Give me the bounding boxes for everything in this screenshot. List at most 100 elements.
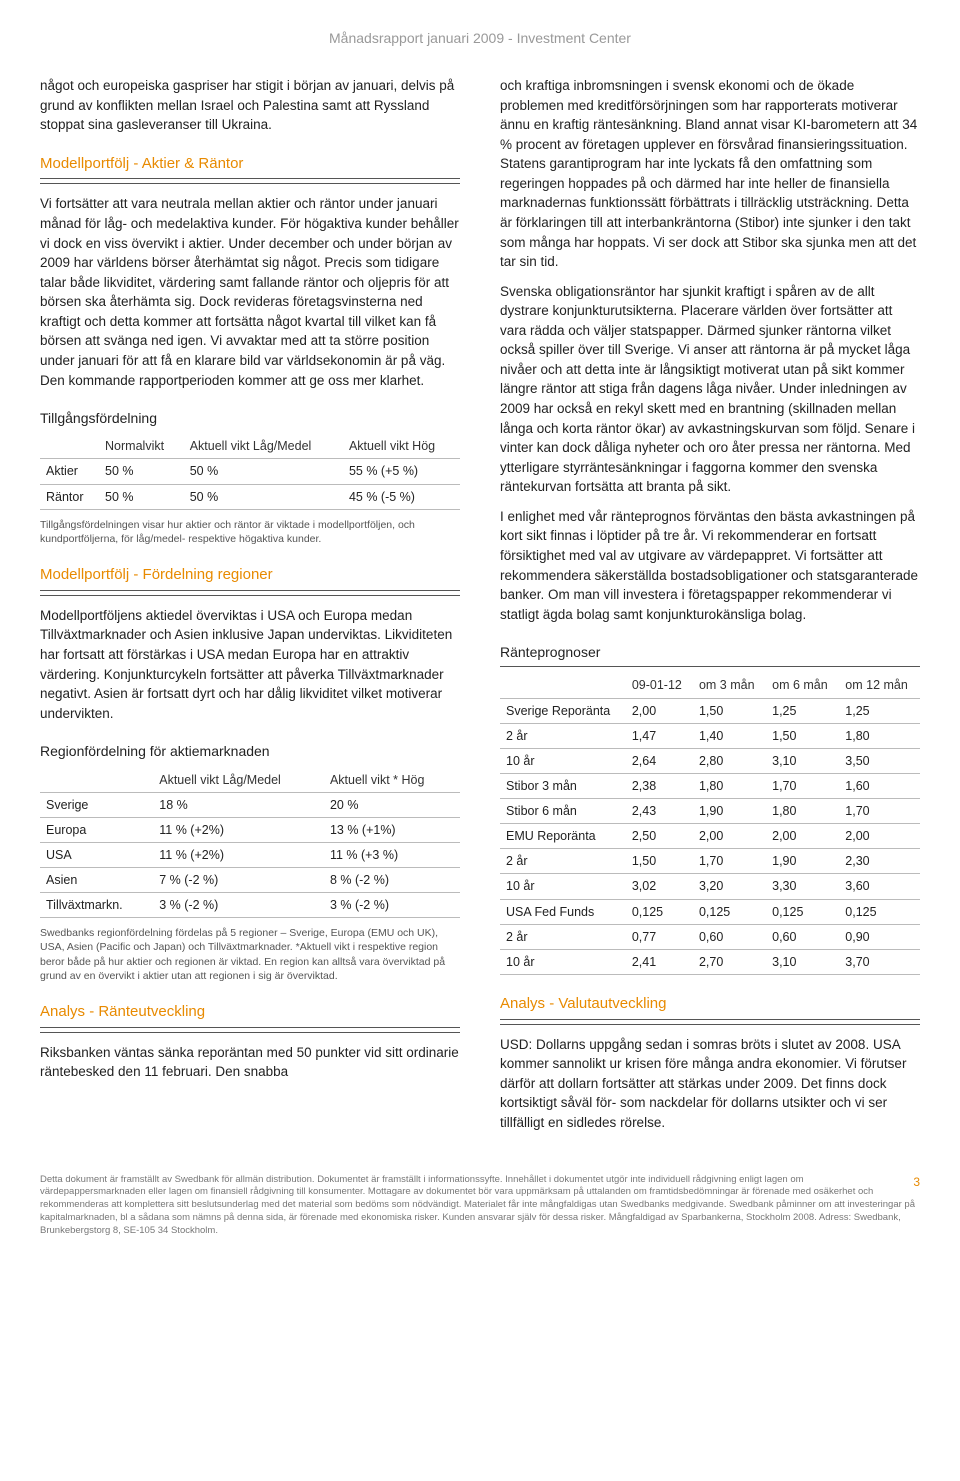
table-cell: 1,80: [766, 799, 839, 824]
table-cell: 1,70: [839, 799, 920, 824]
table-row: Stibor 3 mån2,381,801,701,60: [500, 773, 920, 798]
table-cell: 0,60: [766, 924, 839, 949]
table-row: Sverige18 %20 %: [40, 792, 460, 817]
table-header: Aktuell vikt Låg/Medel: [153, 768, 324, 793]
table-cell: 2,50: [626, 824, 693, 849]
table-cell: 2,00: [766, 824, 839, 849]
table-cell: 2,00: [693, 824, 766, 849]
sec4-body: USD: Dollarns uppgång sedan i somras brö…: [500, 1035, 920, 1133]
alloc-title: Tillgångsfördelning: [40, 408, 460, 428]
table-cell: 3,10: [766, 949, 839, 974]
table-cell: 1,80: [693, 773, 766, 798]
table-cell: 1,25: [766, 698, 839, 723]
section-title-regioner: Modellportfölj - Fördelning regioner: [40, 564, 460, 591]
table-cell: 2,43: [626, 799, 693, 824]
table-header: Aktuell vikt Hög: [343, 434, 460, 459]
table-header: Aktuell vikt * Hög: [324, 768, 460, 793]
table-row: 10 år3,023,203,303,60: [500, 874, 920, 899]
table-cell: 0,60: [693, 924, 766, 949]
table-cell: USA: [40, 842, 153, 867]
table-row: Sverige Reporänta2,001,501,251,25: [500, 698, 920, 723]
table-row: 2 år1,501,701,902,30: [500, 849, 920, 874]
table-row: USA Fed Funds0,1250,1250,1250,125: [500, 899, 920, 924]
table-cell: 1,50: [626, 849, 693, 874]
rate-title: Ränteprognoser: [500, 642, 920, 667]
table-header: 09-01-12: [626, 673, 693, 698]
table-header: Normalvikt: [99, 434, 184, 459]
table-cell: 3,10: [766, 748, 839, 773]
region-note: Swedbanks regionfördelning fördelas på 5…: [40, 926, 460, 983]
sec3-body: Riksbanken väntas sänka reporäntan med 5…: [40, 1043, 460, 1082]
table-cell: 2,41: [626, 949, 693, 974]
table-cell: 50 %: [99, 459, 184, 484]
table-cell: 3,20: [693, 874, 766, 899]
table-cell: 1,90: [766, 849, 839, 874]
table-cell: 1,60: [839, 773, 920, 798]
table-row: Stibor 6 mån2,431,901,801,70: [500, 799, 920, 824]
page-number: 3: [913, 1174, 920, 1190]
disclaimer-footer: 3 Detta dokument är framställt av Swedba…: [40, 1168, 920, 1238]
table-cell: 50 %: [184, 459, 343, 484]
table-cell: 0,125: [693, 899, 766, 924]
table-cell: 0,90: [839, 924, 920, 949]
table-header: [40, 768, 153, 793]
table-cell: 2 år: [500, 723, 626, 748]
table-cell: 7 % (-2 %): [153, 868, 324, 893]
table-row: 10 år2,642,803,103,50: [500, 748, 920, 773]
table-header: om 12 mån: [839, 673, 920, 698]
table-cell: 3 % (-2 %): [324, 893, 460, 918]
table-cell: 10 år: [500, 874, 626, 899]
sec1-body: Vi fortsätter att vara neutrala mellan a…: [40, 194, 460, 390]
table-row: Europa11 % (+2%)13 % (+1%): [40, 817, 460, 842]
table-cell: 2 år: [500, 849, 626, 874]
table-cell: Europa: [40, 817, 153, 842]
table-row: EMU Reporänta2,502,002,002,00: [500, 824, 920, 849]
table-cell: 45 % (-5 %): [343, 484, 460, 509]
alloc-note: Tillgångsfördelningen visar hur aktier o…: [40, 518, 460, 546]
page-header: Månadsrapport januari 2009 - Investment …: [40, 30, 920, 46]
table-cell: 3,30: [766, 874, 839, 899]
table-cell: 11 % (+2%): [153, 842, 324, 867]
table-cell: Stibor 6 mån: [500, 799, 626, 824]
table-cell: Sverige: [40, 792, 153, 817]
table-cell: Räntor: [40, 484, 99, 509]
right-p3: I enlighet med vår ränteprognos förvänta…: [500, 507, 920, 624]
table-cell: 20 %: [324, 792, 460, 817]
region-title: Regionfördelning för aktiemarknaden: [40, 741, 460, 761]
table-row: Räntor50 %50 %45 % (-5 %): [40, 484, 460, 509]
section-title-ranteutveckling: Analys - Ränteutveckling: [40, 1001, 460, 1028]
table-cell: 0,77: [626, 924, 693, 949]
table-cell: 3,02: [626, 874, 693, 899]
table-cell: 3 % (-2 %): [153, 893, 324, 918]
table-cell: 2,00: [626, 698, 693, 723]
section-title-valuta: Analys - Valutautveckling: [500, 993, 920, 1020]
table-cell: 2,64: [626, 748, 693, 773]
table-cell: 11 % (+2%): [153, 817, 324, 842]
region-table: Aktuell vikt Låg/MedelAktuell vikt * Hög…: [40, 768, 460, 919]
table-cell: 2 år: [500, 924, 626, 949]
table-cell: 2,70: [693, 949, 766, 974]
table-cell: 1,47: [626, 723, 693, 748]
table-cell: Sverige Reporänta: [500, 698, 626, 723]
right-column: och kraftiga inbromsningen i svensk ekon…: [500, 76, 920, 1143]
table-row: 2 år1,471,401,501,80: [500, 723, 920, 748]
table-cell: 55 % (+5 %): [343, 459, 460, 484]
table-row: Asien7 % (-2 %)8 % (-2 %): [40, 868, 460, 893]
table-cell: 1,25: [839, 698, 920, 723]
table-header: Aktuell vikt Låg/Medel: [184, 434, 343, 459]
table-row: USA11 % (+2%)11 % (+3 %): [40, 842, 460, 867]
section-title-aktier-rantor: Modellportfölj - Aktier & Räntor: [40, 153, 460, 180]
table-header: [40, 434, 99, 459]
table-cell: Aktier: [40, 459, 99, 484]
table-cell: 3,70: [839, 949, 920, 974]
table-cell: 1,90: [693, 799, 766, 824]
table-cell: 1,50: [766, 723, 839, 748]
table-cell: 0,125: [766, 899, 839, 924]
table-row: Aktier50 %50 %55 % (+5 %): [40, 459, 460, 484]
alloc-table: NormalviktAktuell vikt Låg/MedelAktuell …: [40, 434, 460, 509]
left-column: något och europeiska gaspriser har stigi…: [40, 76, 460, 1143]
table-cell: 0,125: [839, 899, 920, 924]
intro-paragraph: något och europeiska gaspriser har stigi…: [40, 76, 460, 135]
footer-text: Detta dokument är framställt av Swedbank…: [40, 1174, 915, 1236]
table-cell: 1,70: [766, 773, 839, 798]
